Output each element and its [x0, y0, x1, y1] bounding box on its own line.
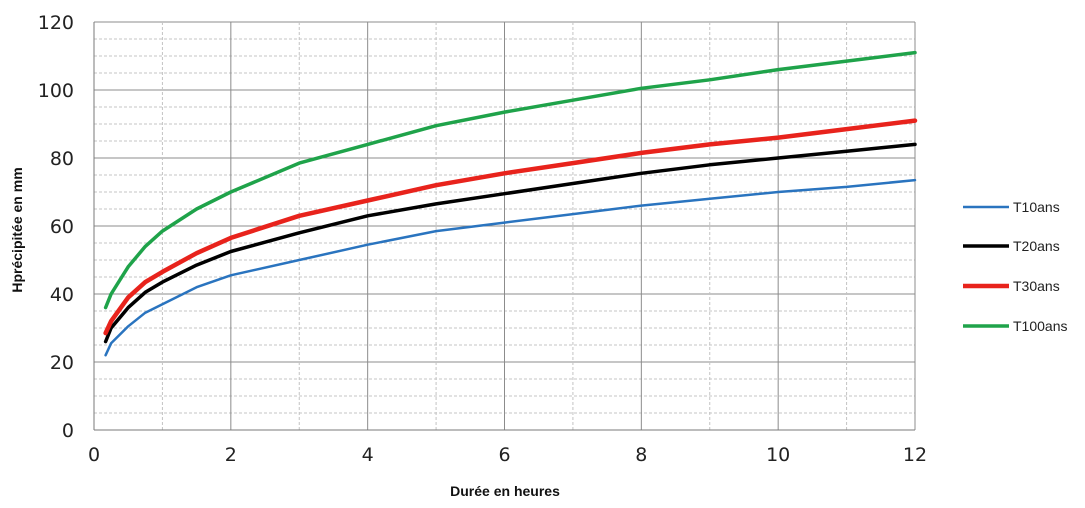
axes [93, 22, 915, 431]
y-tick-label: 0 [62, 420, 74, 442]
y-tick-label: 20 [50, 352, 74, 374]
x-tick-label: 8 [635, 444, 647, 466]
x-tick-label: 0 [88, 444, 100, 466]
y-tick-labels: 0 20 40 60 80 100 120 [38, 12, 74, 442]
legend-label-t100ans: T100ans [1013, 318, 1067, 334]
y-tick-label: 60 [50, 216, 74, 238]
y-tick-label: 100 [38, 80, 74, 102]
x-tick-label: 6 [498, 444, 510, 466]
series-line-t100ans [103, 50, 917, 310]
series-lines [103, 50, 918, 357]
legend-label-t10ans: T10ans [1013, 199, 1060, 215]
y-tick-label: 120 [38, 12, 74, 34]
x-tick-label: 2 [225, 444, 237, 466]
series-line-t20ans [103, 142, 917, 344]
x-axis-title: Durée en heures [450, 483, 560, 499]
legend-label-t20ans: T20ans [1013, 238, 1060, 254]
series-line-t30ans [103, 118, 918, 336]
legend: T10ans T20ans T30ans T100ans [963, 199, 1067, 334]
legend-label-t30ans: T30ans [1013, 278, 1060, 294]
x-tick-label: 4 [362, 444, 374, 466]
series-line-t10ans [104, 178, 917, 357]
grid-lines [93, 21, 916, 431]
y-tick-label: 80 [50, 148, 74, 170]
x-tick-label: 10 [766, 444, 790, 466]
x-tick-label: 12 [903, 444, 927, 466]
y-tick-label: 40 [50, 284, 74, 306]
x-tick-labels: 0 2 4 6 8 10 12 [88, 444, 927, 466]
y-axis-title: Hprécipitée en mm [9, 167, 25, 292]
